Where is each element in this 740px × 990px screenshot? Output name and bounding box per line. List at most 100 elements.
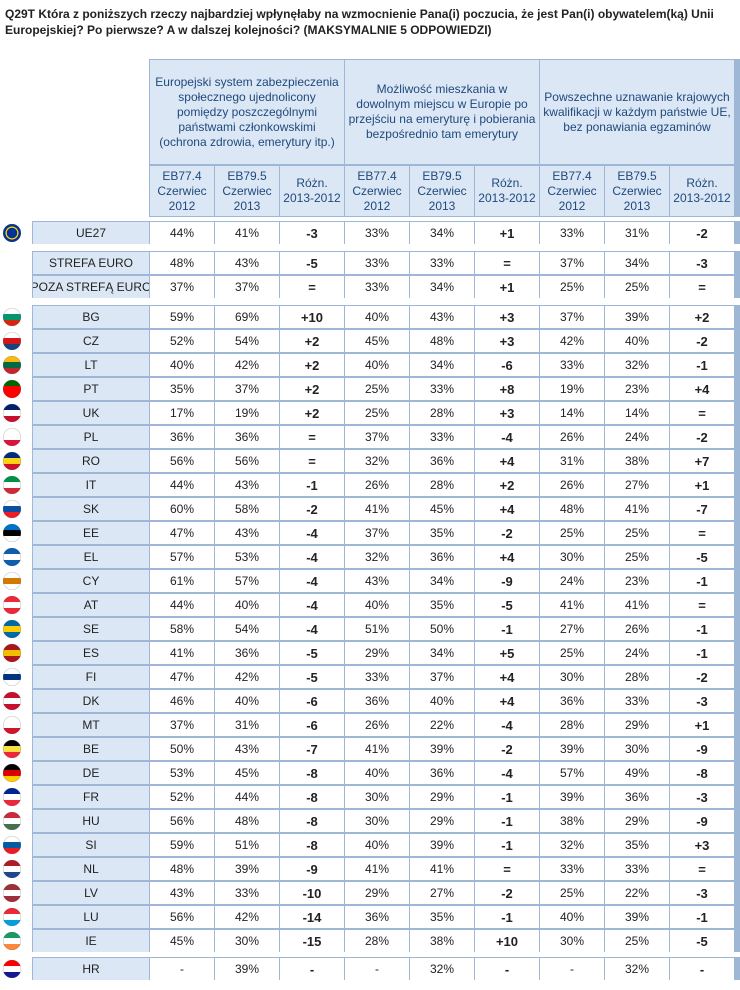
percentage-cell: 48%	[540, 498, 604, 520]
difference-cell: -2	[670, 222, 734, 244]
percentage-cell: 25%	[605, 522, 669, 544]
percentage-cell: 56%	[150, 906, 214, 928]
difference-cell: -9	[670, 810, 734, 832]
difference-cell: -2	[475, 522, 539, 544]
percentage-cell: 40%	[215, 594, 279, 616]
percentage-cell: 30%	[605, 738, 669, 760]
percentage-cell: 14%	[605, 402, 669, 424]
percentage-cell: 37%	[150, 276, 214, 298]
dk-flag-icon	[3, 692, 21, 710]
sub-column-header: EB79.5 Czerwiec 2013	[215, 166, 279, 216]
percentage-cell: 32%	[410, 958, 474, 980]
sub-column-header: EB79.5 Czerwiec 2013	[410, 166, 474, 216]
percentage-cell: 27%	[410, 882, 474, 904]
difference-cell: +3	[670, 834, 734, 856]
difference-cell: -7	[280, 738, 344, 760]
percentage-cell: 33%	[410, 252, 474, 274]
difference-cell: +7	[670, 450, 734, 472]
difference-cell: -3	[670, 252, 734, 274]
percentage-cell: 45%	[410, 498, 474, 520]
row-label: PL	[33, 426, 149, 448]
percentage-cell: 41%	[345, 498, 409, 520]
difference-cell: =	[280, 426, 344, 448]
percentage-cell: 29%	[410, 810, 474, 832]
difference-cell: -4	[475, 762, 539, 784]
percentage-cell: 25%	[345, 378, 409, 400]
percentage-cell: 28%	[605, 666, 669, 688]
percentage-cell: 17%	[150, 402, 214, 424]
percentage-cell: 36%	[345, 690, 409, 712]
percentage-cell: 43%	[345, 570, 409, 592]
row-label: MT	[33, 714, 149, 736]
row-label: EL	[33, 546, 149, 568]
difference-cell: +10	[475, 930, 539, 952]
percentage-cell: 43%	[215, 522, 279, 544]
percentage-cell: 36%	[410, 546, 474, 568]
difference-cell: +4	[475, 450, 539, 472]
percentage-cell: 35%	[605, 834, 669, 856]
pt-flag-icon	[3, 380, 21, 398]
percentage-cell: 37%	[345, 426, 409, 448]
percentage-cell: 53%	[150, 762, 214, 784]
difference-cell: -9	[280, 858, 344, 880]
difference-cell: -1	[280, 474, 344, 496]
difference-cell: -4	[280, 594, 344, 616]
percentage-cell: 36%	[540, 690, 604, 712]
difference-cell: -9	[475, 570, 539, 592]
percentage-cell: 25%	[540, 882, 604, 904]
sub-column-header: Różn. 2013-2012	[280, 166, 344, 216]
difference-cell: -3	[280, 222, 344, 244]
percentage-cell: 69%	[215, 306, 279, 328]
percentage-cell: 33%	[540, 354, 604, 376]
percentage-cell: 33%	[345, 222, 409, 244]
difference-cell: -9	[670, 738, 734, 760]
row-label: CY	[33, 570, 149, 592]
uk-flag-icon	[3, 404, 21, 422]
row-label: BE	[33, 738, 149, 760]
percentage-cell: 45%	[215, 762, 279, 784]
percentage-cell: -	[540, 958, 604, 980]
percentage-cell: 29%	[605, 714, 669, 736]
difference-cell: =	[670, 594, 734, 616]
difference-cell: -2	[670, 666, 734, 688]
percentage-cell: 28%	[345, 930, 409, 952]
row-label: UE27	[33, 222, 149, 244]
difference-cell: =	[475, 858, 539, 880]
eu-flag-icon	[3, 224, 21, 242]
cz-flag-icon	[3, 332, 21, 350]
row-label: LT	[33, 354, 149, 376]
percentage-cell: 56%	[150, 450, 214, 472]
percentage-cell: 31%	[605, 222, 669, 244]
percentage-cell: 40%	[345, 762, 409, 784]
row-label: EE	[33, 522, 149, 544]
percentage-cell: 36%	[410, 762, 474, 784]
difference-cell: -4	[280, 570, 344, 592]
percentage-cell: 33%	[410, 378, 474, 400]
row-label: CZ	[33, 330, 149, 352]
difference-cell: +4	[475, 666, 539, 688]
row-label: LV	[33, 882, 149, 904]
percentage-cell: 24%	[605, 642, 669, 664]
percentage-cell: 39%	[215, 858, 279, 880]
percentage-cell: 52%	[150, 786, 214, 808]
difference-cell: -5	[670, 930, 734, 952]
row-label: DE	[33, 762, 149, 784]
be-flag-icon	[3, 740, 21, 758]
sub-column-header: Różn. 2013-2012	[475, 166, 539, 216]
difference-cell: -1	[670, 618, 734, 640]
difference-cell: -4	[475, 426, 539, 448]
percentage-cell: 30%	[345, 786, 409, 808]
percentage-cell: 46%	[150, 690, 214, 712]
percentage-cell: 33%	[345, 276, 409, 298]
percentage-cell: 53%	[215, 546, 279, 568]
percentage-cell: 44%	[150, 474, 214, 496]
difference-cell: -1	[475, 618, 539, 640]
percentage-cell: 58%	[150, 618, 214, 640]
percentage-cell: 40%	[345, 834, 409, 856]
difference-cell: -3	[670, 882, 734, 904]
percentage-cell: 32%	[345, 546, 409, 568]
percentage-cell: 57%	[150, 546, 214, 568]
row-label: IT	[33, 474, 149, 496]
percentage-cell: 26%	[345, 474, 409, 496]
bg-flag-icon	[3, 308, 21, 326]
